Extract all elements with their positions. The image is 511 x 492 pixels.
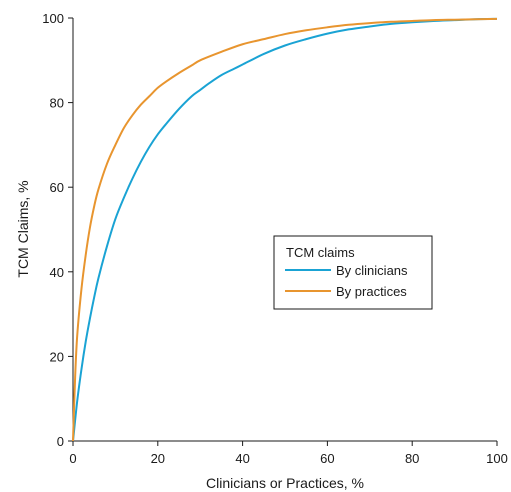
x-tick-label: 0 bbox=[69, 451, 76, 466]
x-tick-label: 100 bbox=[486, 451, 508, 466]
y-tick-label: 80 bbox=[50, 96, 64, 111]
legend-title: TCM claims bbox=[286, 245, 355, 260]
series-layer bbox=[72, 17, 498, 442]
y-tick-label: 20 bbox=[50, 349, 64, 364]
legend-box bbox=[273, 235, 433, 310]
y-tick-label: 0 bbox=[57, 434, 64, 449]
series-line-by-practices bbox=[72, 17, 498, 442]
y-tick-label: 40 bbox=[50, 265, 64, 280]
x-tick-label: 60 bbox=[320, 451, 334, 466]
series-line-by-clinicians bbox=[72, 17, 498, 442]
legend: TCM claims By clinicians By practices bbox=[273, 235, 433, 310]
y-tick-label: 60 bbox=[50, 180, 64, 195]
x-axis-label: Clinicians or Practices, % bbox=[206, 475, 364, 491]
legend-label-by-practices: By practices bbox=[336, 284, 407, 299]
axes: 0 20 40 60 80 100 0 20 40 60 80 100 bbox=[42, 11, 508, 466]
y-axis-label: TCM Claims, % bbox=[15, 180, 31, 277]
x-tick-label: 80 bbox=[405, 451, 419, 466]
x-tick-label: 20 bbox=[151, 451, 165, 466]
x-tick-label: 40 bbox=[235, 451, 249, 466]
y-tick-label: 100 bbox=[42, 11, 64, 26]
legend-label-by-clinicians: By clinicians bbox=[336, 263, 408, 278]
